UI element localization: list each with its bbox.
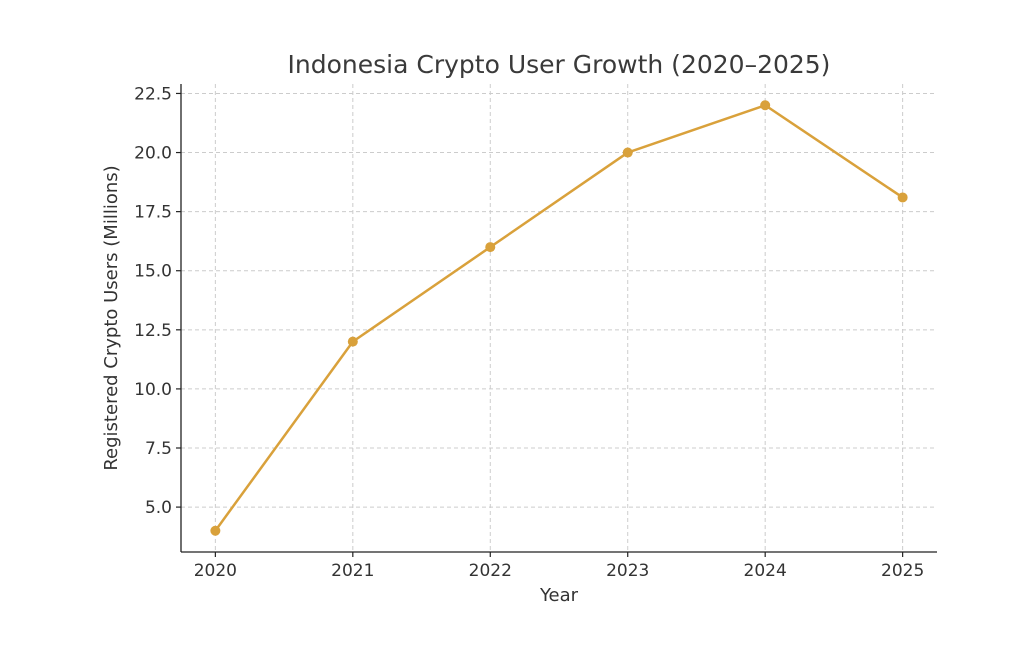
- data-point: [210, 525, 221, 536]
- y-tick-label: 10.0: [134, 380, 172, 400]
- x-tick-label: 2023: [606, 561, 649, 581]
- x-tick-label: 2021: [331, 561, 374, 581]
- series-line: [214, 104, 904, 532]
- data-point: [622, 147, 633, 158]
- y-tick-label: 12.5: [134, 321, 172, 341]
- axes: [180, 84, 937, 553]
- x-axis-label: Year: [539, 585, 579, 606]
- data-point: [897, 192, 908, 203]
- x-tick-label: 2025: [881, 561, 924, 581]
- x-tick-label: 2024: [744, 561, 787, 581]
- ticks: 5.0 7.5 10.0 12.5 15.0 17.5 20.0 22.5 2020 2021 20…: [134, 84, 924, 581]
- x-tick-label: 2022: [469, 561, 512, 581]
- y-tick-label: 17.5: [134, 203, 172, 223]
- series: [210, 100, 908, 536]
- y-tick-label: 7.5: [145, 439, 172, 459]
- y-tick-label: 15.0: [134, 262, 172, 282]
- chart-title: Indonesia Crypto User Growth (2020–2025): [288, 50, 831, 79]
- x-tick-label: 2020: [194, 561, 237, 581]
- y-tick-label: 22.5: [134, 84, 172, 104]
- grid: [181, 84, 937, 552]
- y-axis-label: Registered Crypto Users (Millions): [101, 165, 122, 470]
- y-tick-label: 5.0: [145, 498, 172, 518]
- data-point: [485, 242, 496, 253]
- data-point: [347, 336, 358, 347]
- data-point: [760, 100, 771, 111]
- y-tick-label: 20.0: [134, 144, 172, 164]
